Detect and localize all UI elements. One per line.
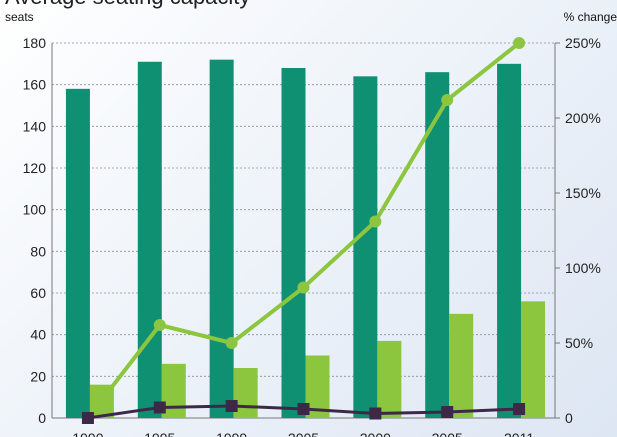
y2-tick-label: 200% — [565, 110, 601, 126]
y2-tick-label: 50% — [565, 335, 593, 351]
y-tick-label: 140 — [23, 118, 47, 134]
x-tick-label: 2000 — [360, 430, 391, 437]
line-point-square — [369, 407, 382, 420]
y2-axis-label: % change — [564, 10, 617, 24]
y-tick-label: 60 — [30, 285, 46, 301]
y2-tick-label: 250% — [565, 35, 601, 51]
bar-secondary — [377, 340, 402, 418]
bar-secondary — [449, 313, 474, 418]
x-tick-label: 1999 — [216, 430, 247, 437]
y-axis-label: seats — [5, 10, 34, 24]
y-tick-label: 40 — [30, 327, 46, 343]
bar-seating — [65, 88, 90, 418]
line-point-square — [441, 406, 454, 418]
bar-secondary — [521, 301, 546, 418]
bar-seating — [137, 61, 162, 418]
line-point-square — [513, 403, 526, 415]
bar-seating — [281, 68, 306, 418]
x-tick-label: 2005 — [432, 430, 463, 437]
y-tick-label: 0 — [38, 410, 46, 426]
x-tick-label: 1990 — [72, 430, 103, 437]
bar-seating — [497, 63, 522, 418]
x-tick-label: 1995 — [144, 430, 175, 437]
line-point — [369, 215, 382, 228]
y2-tick-label: 150% — [565, 185, 601, 201]
bar-seating — [353, 76, 378, 418]
line-point — [153, 319, 166, 331]
bar-seating — [425, 72, 450, 419]
line-point-square — [81, 412, 94, 424]
bar-seating — [209, 59, 234, 419]
line-point — [513, 37, 526, 49]
chart-title: Average seating capacity — [5, 0, 250, 9]
y-tick-label: 120 — [23, 160, 47, 176]
y2-tick-label: 0 — [565, 410, 573, 426]
line-point — [297, 281, 310, 294]
x-tick-label: 2005 — [288, 430, 319, 437]
x-tick-label: 2011 — [504, 430, 534, 437]
line-point-square — [153, 401, 166, 414]
line-point — [225, 337, 238, 349]
line-point-square — [225, 400, 238, 412]
y-tick-label: 80 — [30, 243, 46, 259]
y-tick-label: 180 — [23, 35, 47, 51]
line-point — [441, 94, 454, 106]
y-tick-label: 100 — [23, 202, 47, 218]
ticks-layer: 0 20 40 60 80 100 120 140 160 180 0 50% 100% 150% 200%… — [23, 35, 601, 437]
bars-layer — [65, 59, 546, 419]
y-tick-label: 20 — [30, 368, 46, 384]
y2-tick-label: 100% — [565, 260, 601, 276]
line-point-square — [297, 403, 310, 415]
lines-layer — [81, 37, 526, 424]
y-tick-label: 160 — [23, 77, 47, 93]
